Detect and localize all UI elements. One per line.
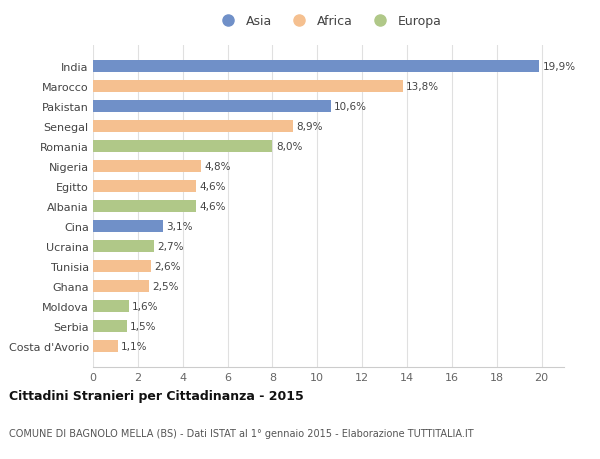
Text: 8,0%: 8,0% xyxy=(276,141,302,151)
Bar xyxy=(93,161,200,173)
Text: 1,5%: 1,5% xyxy=(130,322,157,331)
Text: 10,6%: 10,6% xyxy=(334,101,367,112)
Text: 19,9%: 19,9% xyxy=(542,62,576,72)
Bar xyxy=(93,280,149,292)
Text: 2,7%: 2,7% xyxy=(157,241,184,252)
Bar xyxy=(93,61,539,73)
Bar xyxy=(93,180,196,192)
Text: 13,8%: 13,8% xyxy=(406,82,439,91)
Bar xyxy=(93,101,331,112)
Legend: Asia, Africa, Europa: Asia, Africa, Europa xyxy=(211,11,446,34)
Text: 4,6%: 4,6% xyxy=(200,202,226,212)
Bar xyxy=(93,241,154,252)
Bar xyxy=(93,80,403,93)
Bar xyxy=(93,221,163,233)
Text: 4,8%: 4,8% xyxy=(204,162,230,172)
Text: COMUNE DI BAGNOLO MELLA (BS) - Dati ISTAT al 1° gennaio 2015 - Elaborazione TUTT: COMUNE DI BAGNOLO MELLA (BS) - Dati ISTA… xyxy=(9,428,473,438)
Text: Cittadini Stranieri per Cittadinanza - 2015: Cittadini Stranieri per Cittadinanza - 2… xyxy=(9,389,304,403)
Bar xyxy=(93,140,272,152)
Text: 8,9%: 8,9% xyxy=(296,122,322,132)
Text: 1,1%: 1,1% xyxy=(121,341,148,352)
Text: 1,6%: 1,6% xyxy=(132,302,159,312)
Text: 3,1%: 3,1% xyxy=(166,222,193,231)
Bar xyxy=(93,341,118,353)
Bar xyxy=(93,201,196,213)
Bar xyxy=(93,121,293,133)
Bar xyxy=(93,301,129,313)
Text: 4,6%: 4,6% xyxy=(200,182,226,191)
Bar xyxy=(93,320,127,333)
Text: 2,6%: 2,6% xyxy=(155,262,181,272)
Bar xyxy=(93,261,151,273)
Text: 2,5%: 2,5% xyxy=(152,281,179,291)
